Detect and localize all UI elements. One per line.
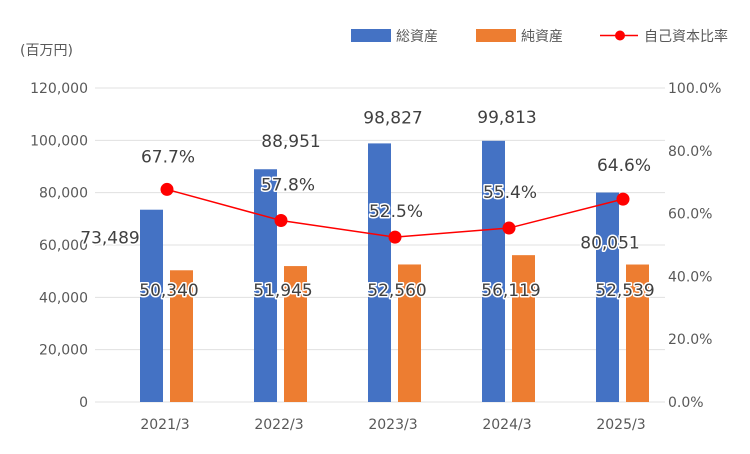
right-tick-label: 80.0%: [668, 144, 712, 160]
left-tick-label: 60,000: [39, 238, 88, 254]
bar-net-assets: [512, 255, 535, 402]
right-tick-label: 40.0%: [668, 269, 712, 285]
right-tick-label: 0.0%: [668, 395, 704, 411]
x-tick-label: 2021/3: [140, 417, 189, 433]
label-net-assets: 52,539: [595, 281, 654, 301]
bar-total-assets: [596, 192, 619, 402]
x-tick-label: 2022/3: [254, 417, 303, 433]
ratio-point: [160, 182, 174, 196]
bar-total-assets: [482, 140, 505, 403]
legend-label-net-assets: 純資産: [521, 29, 563, 45]
unit-label: (百万円): [20, 43, 73, 59]
legend-label-total-assets: 総資産: [396, 29, 438, 45]
label-net-assets: 50,340: [139, 281, 198, 301]
ratio-point: [274, 214, 288, 228]
right-tick-label: 60.0%: [668, 207, 712, 223]
ratio-line: [160, 182, 630, 244]
legend-swatch-total-assets: [351, 29, 391, 42]
label-net-assets: 56,119: [481, 281, 540, 301]
legend-marker-equity-ratio: [615, 30, 625, 41]
left-tick-label: 120,000: [30, 81, 88, 97]
data-labels: 73,489 88,951 98,827 99,813 80,051 50,340 51,9…: [79, 106, 656, 302]
bar-net-assets: [170, 270, 193, 402]
bar-net-assets: [398, 264, 421, 402]
label-total-assets: 88,951: [261, 132, 320, 152]
bars: [140, 140, 649, 403]
bar-net-assets: [626, 264, 649, 402]
label-equity-ratio: 64.6%: [597, 156, 651, 176]
left-tick-label: 40,000: [39, 290, 88, 306]
label-net-assets: 51,945: [253, 281, 312, 301]
ratio-point: [388, 230, 402, 244]
x-tick-label: 2025/3: [596, 417, 645, 433]
left-tick-label: 100,000: [30, 133, 88, 149]
left-tick-label: 80,000: [39, 186, 88, 202]
bar-net-assets: [284, 266, 307, 402]
label-net-assets: 52,560: [367, 281, 426, 301]
bar-total-assets: [140, 209, 163, 402]
ratio-point: [616, 192, 630, 206]
label-equity-ratio: 55.4%: [483, 183, 537, 203]
bar-total-assets: [368, 143, 391, 402]
right-tick-label: 100.0%: [668, 81, 721, 97]
legend-swatch-net-assets: [476, 29, 516, 42]
label-equity-ratio: 52.5%: [369, 202, 423, 222]
left-tick-label: 20,000: [39, 343, 88, 359]
label-equity-ratio: 67.7%: [141, 147, 195, 167]
x-tick-label: 2024/3: [482, 417, 531, 433]
left-tick-label: 0: [79, 395, 88, 411]
bar-total-assets: [254, 169, 277, 402]
label-total-assets: 98,827: [363, 108, 422, 128]
ratio-point: [502, 221, 516, 235]
right-tick-label: 20.0%: [668, 332, 712, 348]
legend: 総資産 純資産 自己資本比率: [351, 28, 728, 45]
axis-ticks: 0 20,000 40,000 60,000 80,000 100,000 120,000 0…: [30, 81, 721, 433]
legend-label-equity-ratio: 自己資本比率: [644, 28, 728, 45]
x-tick-label: 2023/3: [368, 417, 417, 433]
label-total-assets: 99,813: [477, 108, 536, 128]
label-equity-ratio: 57.8%: [261, 176, 315, 196]
label-total-assets: 73,489: [80, 229, 139, 249]
label-total-assets: 80,051: [580, 234, 639, 254]
